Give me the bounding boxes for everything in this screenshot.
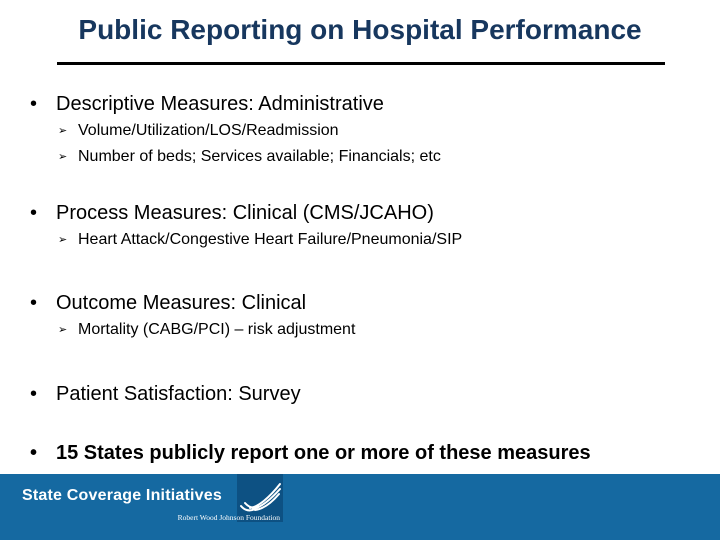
bullet-dot-icon: • bbox=[30, 202, 38, 224]
bullet-label: Outcome Measures: Clinical bbox=[56, 292, 307, 314]
title-underline bbox=[57, 62, 665, 65]
bullet-item: • Descriptive Measures: Administrative bbox=[0, 92, 720, 116]
rwjf-logo-block bbox=[237, 474, 283, 522]
bullet-item: • Outcome Measures: Clinical bbox=[0, 291, 720, 315]
rwjf-bird-icon bbox=[240, 483, 281, 512]
foundation-text: Robert Wood Johnson Foundation bbox=[177, 513, 280, 522]
footer-bar: State Coverage Initiatives Robert Wood J… bbox=[0, 474, 720, 540]
bullet-label: Process Measures: Clinical (CMS/JCAHO) bbox=[56, 202, 434, 224]
sub-bullet-item: ➢ Number of beds; Services available; Fi… bbox=[0, 147, 720, 167]
sub-bullet-item: ➢ Volume/Utilization/LOS/Readmission bbox=[0, 121, 720, 141]
bullet-label: Patient Satisfaction: Survey bbox=[56, 383, 301, 405]
sub-bullet-label: Volume/Utilization/LOS/Readmission bbox=[78, 122, 339, 139]
bullet-label: Descriptive Measures: Administrative bbox=[56, 93, 384, 115]
slide-title: Public Reporting on Hospital Performance bbox=[78, 14, 642, 45]
sub-bullet-label: Mortality (CABG/PCI) – risk adjustment bbox=[78, 321, 356, 338]
sub-bullet-label: Number of beds; Services available; Fina… bbox=[78, 148, 441, 165]
arrow-bullet-icon: ➢ bbox=[58, 125, 68, 137]
bullet-dot-icon: • bbox=[30, 93, 38, 115]
arrow-bullet-icon: ➢ bbox=[58, 324, 68, 336]
bullet-label: 15 States publicly report one or more of… bbox=[56, 442, 591, 464]
bullet-dot-icon: • bbox=[30, 442, 38, 464]
sub-bullet-item: ➢ Mortality (CABG/PCI) – risk adjustment bbox=[0, 320, 720, 340]
sub-bullet-label: Heart Attack/Congestive Heart Failure/Pn… bbox=[78, 231, 463, 248]
bullet-dot-icon: • bbox=[30, 383, 38, 405]
sub-bullet-item: ➢ Heart Attack/Congestive Heart Failure/… bbox=[0, 230, 720, 250]
arrow-bullet-icon: ➢ bbox=[58, 234, 68, 246]
bullet-item: • 15 States publicly report one or more … bbox=[0, 441, 720, 465]
bullet-dot-icon: • bbox=[30, 292, 38, 314]
brand-text: State Coverage Initiatives bbox=[22, 487, 222, 504]
arrow-bullet-icon: ➢ bbox=[58, 151, 68, 163]
bullet-item: • Patient Satisfaction: Survey bbox=[0, 382, 720, 406]
bullet-item: • Process Measures: Clinical (CMS/JCAHO) bbox=[0, 201, 720, 225]
